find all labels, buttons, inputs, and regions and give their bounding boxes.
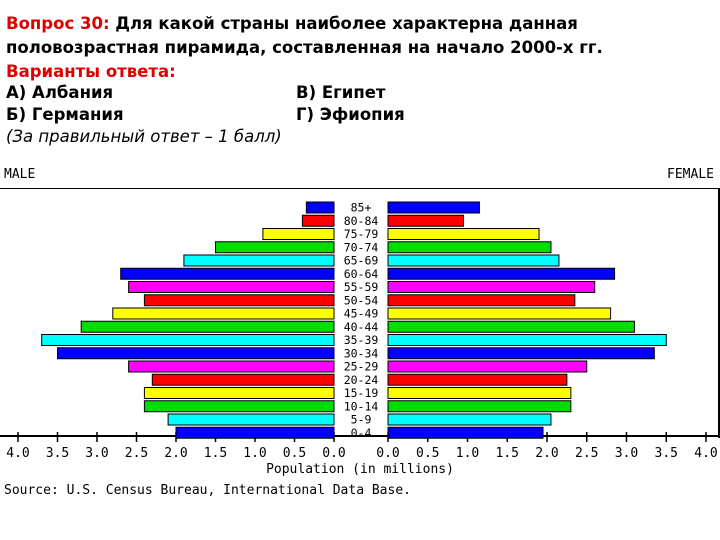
female-label: FEMALE [667,167,714,182]
male-bar [183,254,335,267]
male-bar [41,334,335,346]
male-bar [262,228,335,240]
x-tick-label: 0.0 [376,446,399,461]
male-bar [151,373,335,386]
male-bar [112,307,335,320]
male-bar [175,426,335,439]
question-line-1: Вопрос 30: Для какой страны наиболее хар… [6,13,578,35]
age-group-label: 55-59 [344,280,379,294]
x-tick-label: 2.0 [535,446,558,461]
score-note: (За правильный ответ – 1 балл) [6,127,282,146]
question-number: Вопрос 30: [6,14,110,33]
male-bar [57,347,335,360]
female-bar [387,307,612,320]
question-text-1: Для какой страны наиболее характерна дан… [109,14,578,33]
female-bar [387,241,552,254]
x-tick-label: 3.5 [46,446,69,461]
chart-top-border [0,188,720,189]
age-group-label: 80-84 [344,214,379,228]
age-group-label: 10-14 [344,399,379,413]
female-bar [387,214,465,227]
female-bar [387,267,616,280]
age-group-label: 65-69 [344,254,379,268]
option-g: Г) Эфиопия [296,105,405,124]
female-bar [387,201,480,214]
x-tick-label: 0.0 [322,446,345,461]
female-bar [387,254,560,267]
x-tick-label: 4.0 [6,446,29,461]
x-tick-label: 1.0 [456,446,479,461]
x-tick-label: 3.0 [615,446,638,461]
female-bar [387,281,596,293]
age-group-label: 85+ [351,201,372,215]
x-tick-label: 3.5 [655,446,678,461]
age-group-label: 50-54 [344,293,379,307]
answers-header: Варианты ответа: [6,62,176,81]
male-bar [215,241,335,254]
age-group-label: 5-9 [351,413,372,427]
x-tick-label: 1.0 [243,446,266,461]
x-tick-label: 0.5 [283,446,306,461]
x-tick-label: 1.5 [496,446,519,461]
female-bar [387,426,544,439]
chart-right-border [718,188,720,438]
option-v: В) Египет [296,83,386,102]
x-tick-label: 2.5 [575,446,598,461]
male-bar [143,387,335,399]
x-axis-line [0,435,720,437]
female-bar [387,228,540,240]
female-bar [387,334,667,346]
female-bar [387,373,568,386]
age-group-label: 40-44 [344,320,379,334]
x-tick-label: 2.5 [125,446,148,461]
age-group-label: 75-79 [344,227,379,241]
age-group-label: 25-29 [344,360,379,374]
x-tick-label: 2.0 [164,446,187,461]
age-group-label: 60-64 [344,267,379,281]
x-tick-label: 4.0 [694,446,717,461]
source-note: Source: U.S. Census Bureau, Internationa… [4,483,411,498]
female-bar [387,387,572,399]
male-label: MALE [4,167,35,182]
age-group-label: 20-24 [344,373,379,387]
male-bar [128,360,335,373]
age-group-label: 70-74 [344,240,379,254]
population-pyramid-chart: MALE FEMALE 85+ 80-84 75-79 70-74 65-69 60-64… [0,160,720,500]
male-bar [167,413,335,426]
age-group-label: 15-19 [344,386,379,400]
question-line-2: половозрастная пирамида, составленная на… [6,38,603,57]
x-tick-label: 0.5 [416,446,439,461]
male-bar [80,320,335,333]
x-tick-label: 3.0 [85,446,108,461]
female-bar [387,347,655,360]
male-bar [143,294,335,307]
female-bar [387,400,572,413]
age-group-label: 45-49 [344,307,379,321]
male-bar [305,201,335,214]
x-axis-label: Population (in millions) [266,462,454,477]
option-a: А) Албания [6,83,114,102]
female-bar [387,320,635,333]
male-bar [128,281,335,293]
female-bar [387,413,552,426]
male-bar [143,400,335,413]
female-bar [387,360,588,373]
age-group-label: 0-4 [351,426,372,440]
option-b: Б) Германия [6,105,124,124]
x-tick-label: 1.5 [204,446,227,461]
female-bar [387,294,576,307]
age-group-label: 30-34 [344,346,379,360]
pyramid-svg: MALE FEMALE 85+80-8475-7970-7465-6960-64… [0,167,720,498]
male-bar [301,214,335,227]
male-bar [120,267,335,280]
age-group-label: 35-39 [344,333,379,347]
